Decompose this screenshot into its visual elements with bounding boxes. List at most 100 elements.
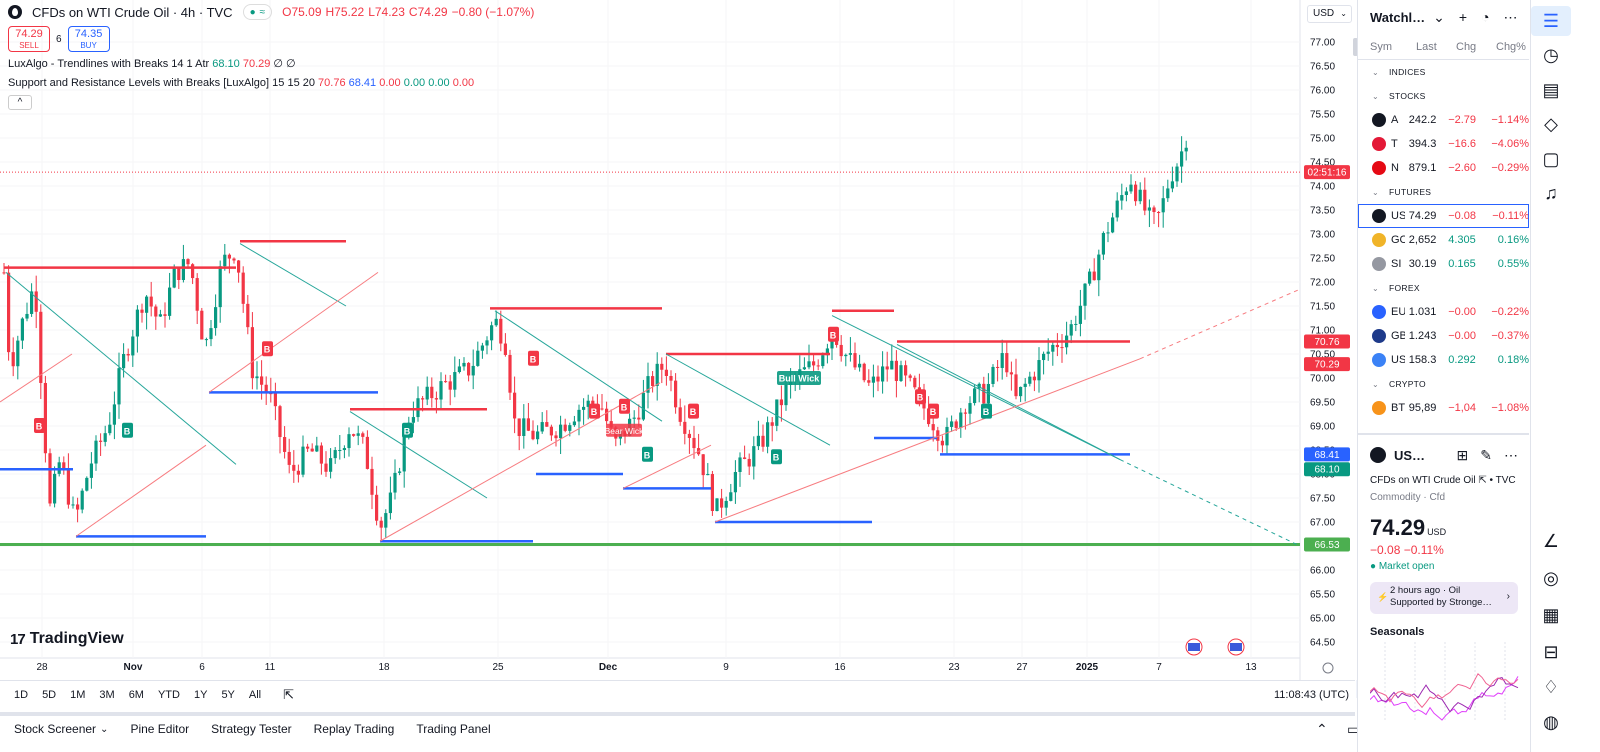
speedometer-icon[interactable]: ◎ [1543,568,1559,588]
range-ytd[interactable]: YTD [157,688,180,701]
range-1y[interactable]: 1Y [193,688,208,701]
watchlist-title[interactable]: Watchl… [1370,9,1426,25]
range-6m[interactable]: 6M [128,688,144,701]
help-icon[interactable]: ◍ [1543,712,1559,732]
indicator-sr-levels[interactable]: Support and Resistance Levels with Break… [8,77,474,89]
maximize-panel-icon[interactable]: ▭ [1347,720,1361,737]
seasonals-title[interactable]: Seasonals [1370,626,1425,638]
range-all[interactable]: All [248,688,262,701]
candle-body [2,272,6,274]
more-icon[interactable]: ⋯ [1503,8,1518,25]
grid-icon[interactable]: ⊞ [1456,446,1469,463]
indicator-params: 15 15 20 [272,77,315,89]
tab-replay-trading[interactable]: Replay Trading [313,722,395,736]
alerts-clock-icon[interactable]: ◷ [1543,45,1559,65]
watchlist-row[interactable]: A 242.2 −2.79 −1.14% [1358,108,1529,132]
news-list-icon[interactable]: ▤ [1542,80,1560,100]
watchlist-row[interactable]: GB1.243 −0.00 −0.37% [1358,324,1529,348]
watchlist-row[interactable]: US 158.3 0.292 0.18% [1358,348,1529,372]
watchlist-scrollbar[interactable] [1353,38,1358,56]
sell-button[interactable]: 74.29 SELL [8,26,50,52]
watchlist-row[interactable]: T 394.3 −16.6 −4.06% [1358,132,1529,156]
calendar-icon[interactable]: ⇱ [283,686,295,702]
candle-body [255,376,259,379]
section-crypto[interactable]: ⌄ CRYPTO [1358,372,1529,396]
tv-logo-icon: 17 [10,630,26,648]
details-header: US… ⊞ ✎ ⋯ [1370,435,1518,475]
col-last[interactable]: Last [1416,40,1437,53]
tab-pine-editor[interactable]: Pine Editor [130,722,190,736]
layers-icon[interactable]: ◇ [1544,114,1558,134]
tab-trading-panel[interactable]: Trading Panel [416,722,491,736]
market-status-pill[interactable]: ● ≈ [242,4,273,20]
candle-body [600,408,604,410]
range-1m[interactable]: 1M [70,688,86,701]
details-symbol[interactable]: US… [1394,447,1426,463]
tab-strategy-tester[interactable]: Strategy Tester [211,722,292,736]
x-tick-label: 9 [723,662,729,673]
seasonals-chart[interactable] [1369,642,1520,722]
dom-icon[interactable]: ⊟ [1543,642,1559,662]
chevron-down-icon[interactable]: ⌄ [100,723,109,735]
watchlist-row[interactable]: EU 1.031 −0.00 −0.22% [1358,300,1529,324]
notifications-icon[interactable]: ♢ [1542,677,1560,697]
details-name-link[interactable]: CFDs on WTI Crude Oil [1370,475,1476,486]
candle-body [752,446,756,467]
candle-body [936,430,940,441]
range-3m[interactable]: 3M [99,688,115,701]
section-stocks[interactable]: ⌄ STOCKS [1358,84,1529,108]
col-sym[interactable]: Sym [1370,40,1392,53]
buy-button[interactable]: 74.35 BUY [67,26,110,52]
section-futures[interactable]: ⌄ FUTURES [1358,180,1529,204]
collapse-indicators-button[interactable]: ^ [8,95,32,110]
watchlist-row[interactable]: GC2,652 4.305 0.16% [1358,228,1529,252]
range-5d[interactable]: 5D [42,688,57,701]
add-symbol-icon[interactable]: + [1458,9,1468,25]
price-chart[interactable]: 77.00 76.50 76.00 75.50 75.00 74.50 74.00 73.50… [0,0,1385,680]
advanced-view-icon[interactable]: ◔ [1481,9,1490,25]
watchlist-row[interactable]: BT 95,89 −1,04 −1.08% [1358,396,1529,420]
chart-pane[interactable]: 77.00 76.50 76.00 75.50 75.00 74.50 74.00 73.50… [0,0,1385,693]
symbol-title[interactable]: CFDs on WTI Crude Oil · 4h · TVC [32,4,233,20]
candle-body [913,377,917,388]
news-item[interactable]: ⚡ 2 hours ago · Oil Supported by Stronge… [1370,582,1518,614]
calendar-icon[interactable]: ▦ [1542,605,1560,625]
chevron-right-icon: › [1506,591,1510,602]
indicator-trendlines[interactable]: LuxAlgo - Trendlines with Breaks 14 1 At… [8,57,296,70]
uptrend-line [208,271,379,393]
col-chg[interactable]: Chg [1456,40,1477,53]
utc-clock[interactable]: 11:08:43 (UTC) [1274,688,1349,701]
more-icon[interactable]: ⋯ [1504,446,1518,463]
watchlist-row[interactable]: US 74.29 −0.08 −0.11% [1358,204,1529,228]
price-currency: USD [1427,527,1447,537]
y-tick-label: 72.00 [1310,278,1335,289]
section-forex[interactable]: ⌄ FOREX [1358,276,1529,300]
tab-stock-screener[interactable]: Stock Screener [14,722,97,736]
candle-body [191,264,195,279]
currency-select[interactable]: USD ⌄ [1307,5,1352,23]
tradingview-logo[interactable]: 17 TradingView [10,630,124,648]
range-5y[interactable]: 5Y [221,688,235,701]
range-1d[interactable]: 1D [14,688,29,701]
row-chg: −0.00 [1448,306,1477,318]
edit-icon[interactable]: ✎ [1480,446,1492,463]
chat-icon[interactable]: ▢ [1542,149,1560,169]
candle-body [867,380,871,383]
external-link-icon[interactable]: ⇱ [1478,475,1487,486]
chevron-down-icon[interactable]: ⌄ [1433,8,1445,25]
candle-body [209,328,213,340]
col-chgp[interactable]: Chg% [1496,40,1526,53]
candle-body [273,393,277,407]
candle-body [315,445,319,452]
pine-script-icon[interactable]: ∠ [1542,531,1560,551]
chevron-up-icon[interactable]: ⌃ [1316,720,1328,737]
candle-body [485,340,489,346]
watchlist-icon[interactable]: ☰ [1531,6,1571,36]
x-tick-label: 25 [492,662,504,673]
section-indices[interactable]: ⌄ INDICES [1358,60,1529,84]
watchlist-row[interactable]: SI 30.19 0.165 0.55% [1358,252,1529,276]
watchlist-row[interactable]: N 879.1 −2.60 −0.29% [1358,156,1529,180]
y-tick-label: 67.50 [1310,494,1335,505]
candle-body [168,287,172,316]
bell-icon[interactable]: ♫ [1544,183,1558,203]
